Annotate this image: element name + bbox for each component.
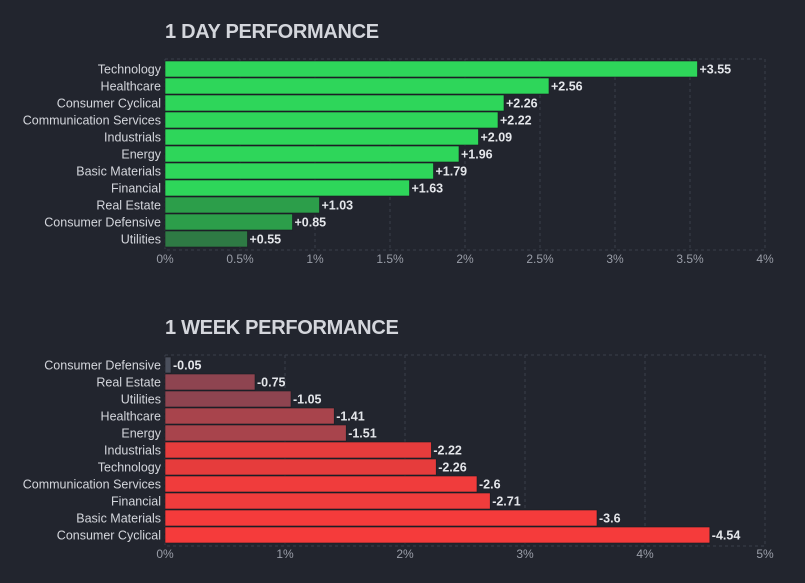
chart-title: 1 WEEK PERFORMANCE xyxy=(165,317,399,339)
bar xyxy=(164,475,478,493)
x-tick-label: 4% xyxy=(756,252,774,266)
category-label: Industrials xyxy=(104,444,161,458)
data-label: +2.22 xyxy=(500,114,532,128)
bar xyxy=(164,196,320,214)
data-label: -0.75 xyxy=(257,376,286,390)
bar xyxy=(164,145,460,163)
category-label: Consumer Cyclical xyxy=(57,97,161,111)
category-label: Utilities xyxy=(121,393,161,407)
bar xyxy=(164,94,505,112)
x-tick-label: 1% xyxy=(306,252,324,266)
plot-frame xyxy=(164,58,766,251)
bar xyxy=(164,390,292,408)
category-label: Basic Materials xyxy=(76,165,161,179)
x-tick-label: 3% xyxy=(516,547,534,561)
data-label: +2.09 xyxy=(481,131,513,145)
data-label: -2.6 xyxy=(479,478,501,492)
x-tick-label: 2.5% xyxy=(526,252,554,266)
x-tick-label: 1% xyxy=(276,547,294,561)
data-label: -1.41 xyxy=(336,410,365,424)
category-label: Technology xyxy=(98,461,162,475)
data-label: -4.54 xyxy=(712,529,741,543)
bar xyxy=(164,179,410,197)
category-label: Technology xyxy=(98,63,162,77)
bar xyxy=(164,492,491,510)
x-tick-label: 3.5% xyxy=(676,252,704,266)
chart-1-day-performance: 1 DAY PERFORMANCE 0% 0.5% 1% 1.5% 2% 2.5% 3% 3.… xyxy=(23,21,774,266)
category-label: Financial xyxy=(111,495,161,509)
data-label: +0.85 xyxy=(295,216,327,230)
plot-frame xyxy=(164,354,766,547)
data-label: -2.22 xyxy=(433,444,462,458)
category-label: Communication Services xyxy=(23,114,161,128)
bar xyxy=(164,458,437,476)
x-tick-label: 0.5% xyxy=(226,252,254,266)
category-label: Consumer Cyclical xyxy=(57,529,161,543)
bar xyxy=(164,77,550,95)
data-label: +1.79 xyxy=(436,165,468,179)
category-label: Healthcare xyxy=(101,80,161,94)
bar xyxy=(164,213,293,231)
bar xyxy=(164,526,711,544)
data-label: -3.6 xyxy=(599,512,621,526)
data-label: -2.26 xyxy=(438,461,467,475)
x-tick-label: 0% xyxy=(156,547,174,561)
x-tick-label: 2% xyxy=(456,252,474,266)
category-label: Utilities xyxy=(121,233,161,247)
category-label: Consumer Defensive xyxy=(44,216,161,230)
chart-1-week-performance: 1 WEEK PERFORMANCE 0% 1% 2% 3% 4% 5% Consumer … xyxy=(23,317,774,561)
category-label: Industrials xyxy=(104,131,161,145)
data-label: +2.56 xyxy=(551,80,583,94)
data-label: +1.63 xyxy=(412,182,444,196)
data-label: -2.71 xyxy=(492,495,521,509)
category-label: Basic Materials xyxy=(76,512,161,526)
x-tick-label: 4% xyxy=(636,547,654,561)
category-label: Energy xyxy=(121,148,161,162)
x-tick-label: 0% xyxy=(156,252,174,266)
bar xyxy=(164,356,172,374)
data-label: +1.03 xyxy=(322,199,354,213)
category-label: Energy xyxy=(121,427,161,441)
data-label: +1.96 xyxy=(461,148,493,162)
bar xyxy=(164,60,698,78)
bar xyxy=(164,162,434,180)
category-label: Financial xyxy=(111,182,161,196)
category-label: Real Estate xyxy=(96,376,161,390)
bar xyxy=(164,441,432,459)
chart-title: 1 DAY PERFORMANCE xyxy=(165,21,379,43)
bar xyxy=(164,424,347,442)
data-label: -1.51 xyxy=(348,427,377,441)
bar xyxy=(164,111,499,129)
bar xyxy=(164,373,256,391)
category-label: Real Estate xyxy=(96,199,161,213)
bar xyxy=(164,407,335,425)
bar xyxy=(164,509,598,527)
data-label: +2.26 xyxy=(506,97,538,111)
category-label: Communication Services xyxy=(23,478,161,492)
data-label: -0.05 xyxy=(173,359,202,373)
category-label: Consumer Defensive xyxy=(44,359,161,373)
data-label: -1.05 xyxy=(293,393,322,407)
data-label: +3.55 xyxy=(700,63,732,77)
x-tick-label: 1.5% xyxy=(376,252,404,266)
bar xyxy=(164,230,248,248)
x-tick-label: 3% xyxy=(606,252,624,266)
bar xyxy=(164,128,479,146)
x-tick-label: 2% xyxy=(396,547,414,561)
x-tick-label: 5% xyxy=(756,547,774,561)
category-label: Healthcare xyxy=(101,410,161,424)
data-label: +0.55 xyxy=(250,233,282,247)
